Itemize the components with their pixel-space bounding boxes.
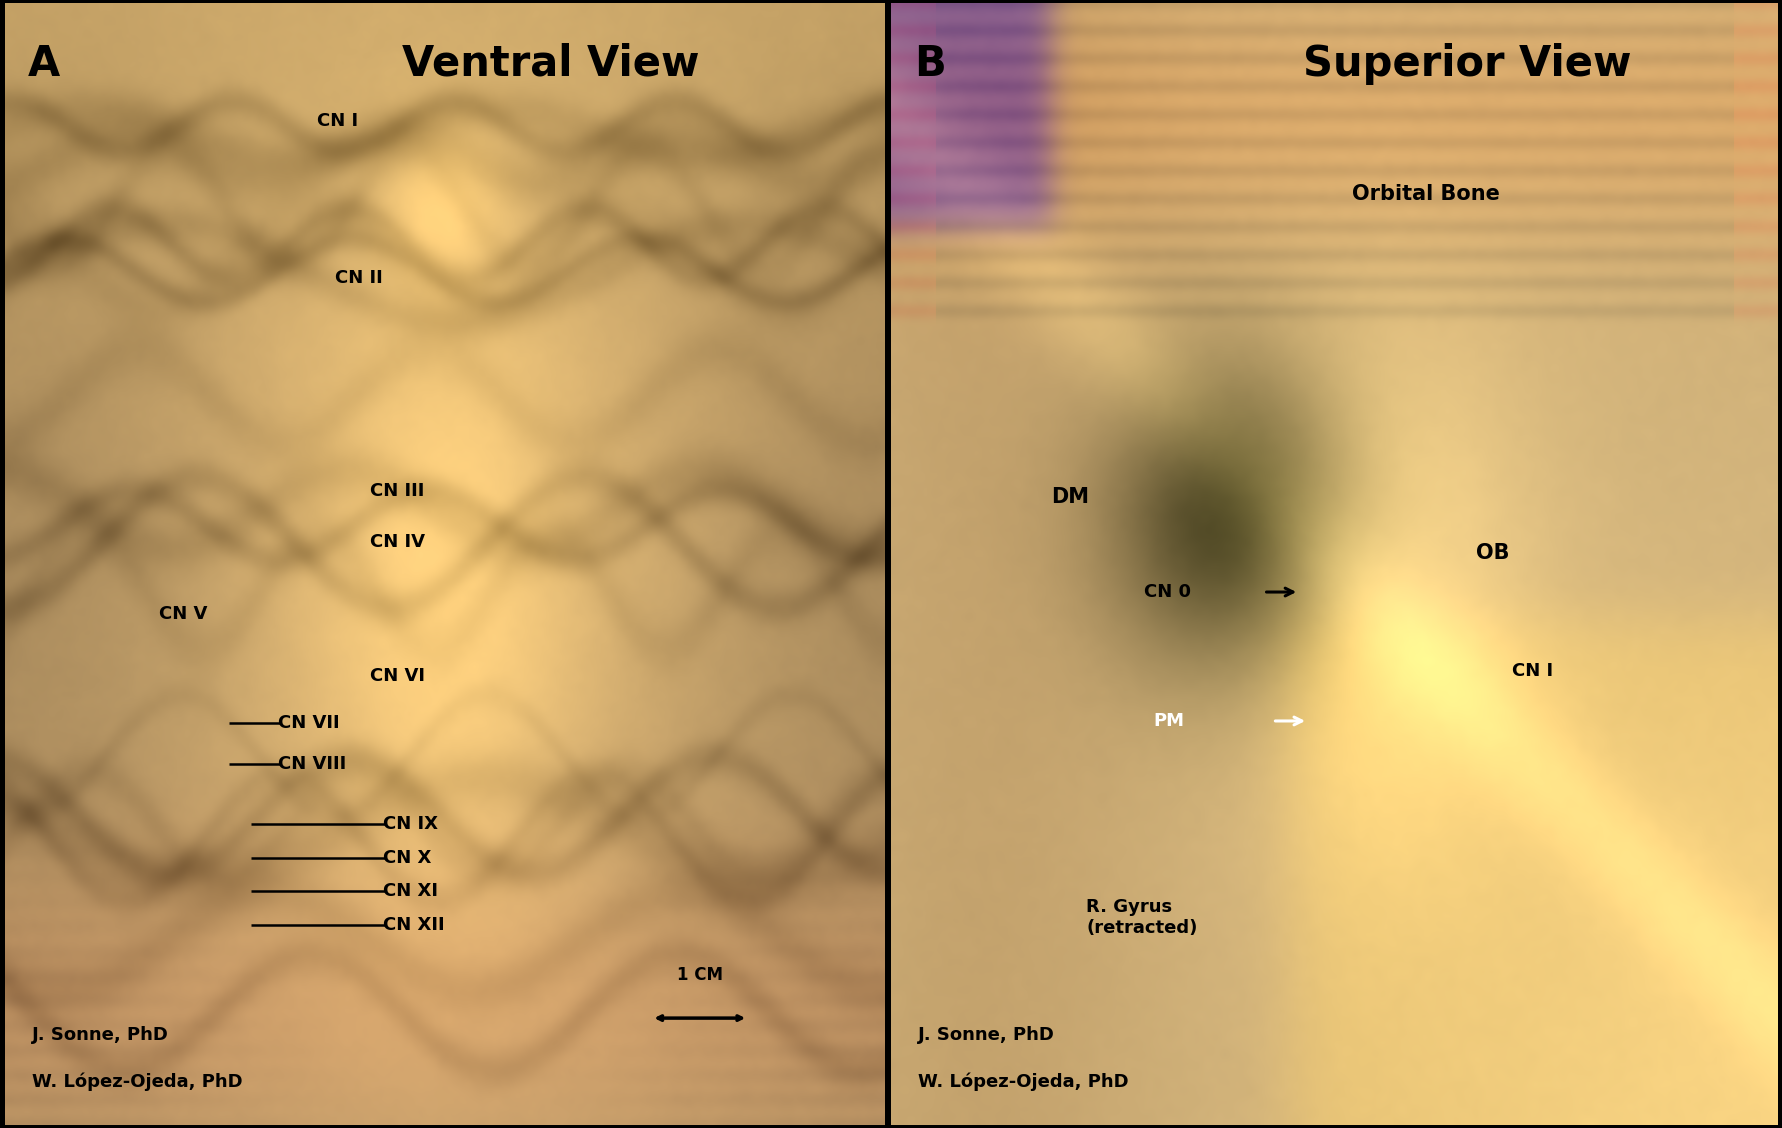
Text: B: B <box>912 43 944 85</box>
Text: Ventral View: Ventral View <box>401 43 699 85</box>
Text: Orbital Bone: Orbital Bone <box>1351 184 1499 204</box>
Text: PM: PM <box>1153 712 1183 730</box>
Text: CN I: CN I <box>1511 661 1552 679</box>
Text: CN XI: CN XI <box>383 882 438 900</box>
Text: CN VII: CN VII <box>278 714 339 732</box>
Text: CN III: CN III <box>371 482 424 500</box>
Text: CN I: CN I <box>317 112 358 130</box>
Text: CN IV: CN IV <box>371 532 424 550</box>
Text: CN IX: CN IX <box>383 816 438 834</box>
Text: W. López-Ojeda, PhD: W. López-Ojeda, PhD <box>32 1073 242 1091</box>
Text: 1 CM: 1 CM <box>677 967 722 985</box>
Text: CN V: CN V <box>159 606 207 624</box>
Text: CN XII: CN XII <box>383 916 446 934</box>
Text: CN VI: CN VI <box>371 667 424 685</box>
Text: Superior View: Superior View <box>1303 43 1631 85</box>
Text: DM: DM <box>1050 486 1089 506</box>
Text: OB: OB <box>1475 543 1509 563</box>
Text: W. López-Ojeda, PhD: W. López-Ojeda, PhD <box>918 1073 1128 1091</box>
Text: CN VIII: CN VIII <box>278 755 346 773</box>
Text: CN 0: CN 0 <box>1144 583 1190 601</box>
Text: A: A <box>27 43 59 85</box>
Text: J. Sonne, PhD: J. Sonne, PhD <box>918 1025 1055 1043</box>
Text: CN X: CN X <box>383 848 431 866</box>
Text: R. Gyrus
(retracted): R. Gyrus (retracted) <box>1085 898 1198 936</box>
Text: CN II: CN II <box>335 270 383 288</box>
Text: J. Sonne, PhD: J. Sonne, PhD <box>32 1025 169 1043</box>
